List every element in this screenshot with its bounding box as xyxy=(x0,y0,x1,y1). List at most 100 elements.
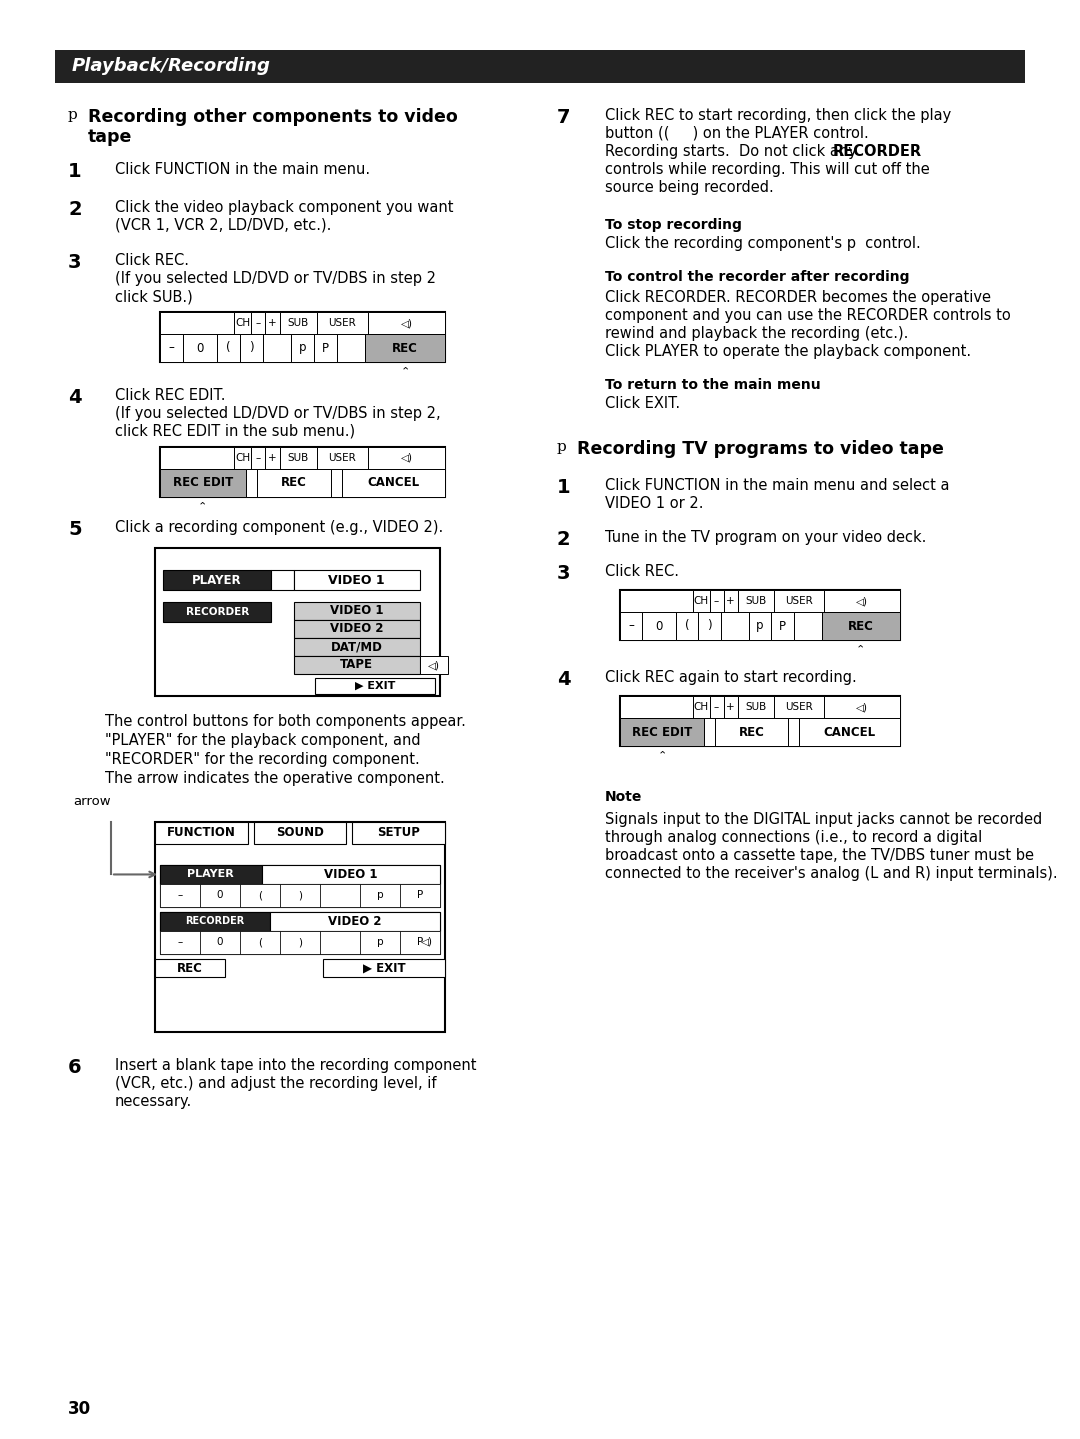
Text: CANCEL: CANCEL xyxy=(824,725,876,738)
Text: VIDEO 2: VIDEO 2 xyxy=(328,915,382,928)
Bar xyxy=(794,612,822,640)
Text: 1: 1 xyxy=(68,163,82,181)
Text: 4: 4 xyxy=(68,389,82,407)
Bar xyxy=(316,448,368,469)
Bar xyxy=(620,590,900,640)
Text: +: + xyxy=(268,318,276,328)
Text: through analog connections (i.e., to record a digital: through analog connections (i.e., to rec… xyxy=(605,830,982,845)
Text: Click a recording component (e.g., VIDEO 2).: Click a recording component (e.g., VIDEO… xyxy=(114,519,443,535)
Text: 0: 0 xyxy=(217,891,224,901)
Text: +: + xyxy=(726,596,734,606)
Text: PLAYER: PLAYER xyxy=(192,574,242,587)
Bar xyxy=(294,570,419,590)
Bar xyxy=(337,334,365,363)
Text: Insert a blank tape into the recording component: Insert a blank tape into the recording c… xyxy=(114,1058,476,1073)
Bar xyxy=(360,931,400,954)
Bar xyxy=(720,612,748,640)
Bar xyxy=(774,590,824,612)
Bar xyxy=(400,931,440,954)
Text: (VCR 1, VCR 2, LD/DVD, etc.).: (VCR 1, VCR 2, LD/DVD, etc.). xyxy=(114,217,332,233)
Text: SUB: SUB xyxy=(287,318,309,328)
Text: 6: 6 xyxy=(68,1058,82,1076)
Bar xyxy=(620,718,704,745)
Bar xyxy=(314,334,337,363)
Text: ⌃: ⌃ xyxy=(658,750,666,760)
Bar xyxy=(160,912,440,954)
Text: ⌃: ⌃ xyxy=(198,501,207,511)
Text: –: – xyxy=(177,891,183,901)
Bar xyxy=(240,334,262,363)
Bar xyxy=(360,884,400,907)
Bar xyxy=(280,884,320,907)
Text: click SUB.): click SUB.) xyxy=(114,289,192,304)
Text: source being recorded.: source being recorded. xyxy=(605,180,773,196)
Bar xyxy=(252,312,266,334)
Text: ): ) xyxy=(298,891,302,901)
Text: Click the recording component's p  control.: Click the recording component's p contro… xyxy=(605,236,921,250)
Text: p: p xyxy=(68,108,78,122)
Bar xyxy=(156,958,225,977)
Bar xyxy=(738,696,774,718)
Bar xyxy=(292,334,314,363)
Text: –: – xyxy=(714,596,719,606)
Bar xyxy=(620,590,692,612)
Bar xyxy=(788,718,799,745)
Text: CANCEL: CANCEL xyxy=(367,476,420,489)
Text: RECORDER: RECORDER xyxy=(186,917,245,927)
Bar xyxy=(280,448,316,469)
Bar xyxy=(748,612,771,640)
Bar xyxy=(799,718,900,745)
Bar xyxy=(234,448,252,469)
Text: –: – xyxy=(256,318,261,328)
Text: –: – xyxy=(714,702,719,712)
Bar xyxy=(316,312,368,334)
Text: VIDEO 1: VIDEO 1 xyxy=(324,868,378,881)
Bar xyxy=(156,822,445,1032)
Bar xyxy=(320,931,360,954)
Bar xyxy=(824,696,900,718)
Bar xyxy=(352,822,445,845)
Text: Click REC EDIT.: Click REC EDIT. xyxy=(114,389,226,403)
Bar xyxy=(160,469,245,496)
Bar xyxy=(262,334,292,363)
Text: click REC EDIT in the sub menu.): click REC EDIT in the sub menu.) xyxy=(114,425,355,439)
Bar xyxy=(160,865,440,907)
Text: p: p xyxy=(299,341,307,354)
Text: Signals input to the DIGITAL input jacks cannot be recorded: Signals input to the DIGITAL input jacks… xyxy=(605,812,1042,827)
Bar xyxy=(620,696,900,745)
Text: Recording starts.  Do not click any: Recording starts. Do not click any xyxy=(605,144,862,158)
Text: "PLAYER" for the playback component, and: "PLAYER" for the playback component, and xyxy=(105,732,420,748)
Text: P: P xyxy=(322,341,328,354)
Text: P: P xyxy=(779,620,786,633)
Text: VIDEO 1: VIDEO 1 xyxy=(330,604,383,617)
Text: PLAYER: PLAYER xyxy=(187,869,234,879)
Text: 0: 0 xyxy=(197,341,204,354)
Text: ⌃: ⌃ xyxy=(856,645,865,653)
Text: controls while recording. This will cut off the: controls while recording. This will cut … xyxy=(605,163,930,177)
Bar xyxy=(252,448,266,469)
Bar xyxy=(266,312,280,334)
Text: ): ) xyxy=(707,620,712,633)
Text: Note: Note xyxy=(605,790,643,804)
Text: (: ( xyxy=(685,620,689,633)
Bar xyxy=(200,931,240,954)
Bar xyxy=(266,448,280,469)
Text: (: ( xyxy=(258,937,262,947)
Text: +: + xyxy=(726,702,734,712)
Text: –: – xyxy=(168,341,174,354)
Text: CH: CH xyxy=(235,453,251,463)
Text: FUNCTION: FUNCTION xyxy=(167,826,235,839)
Bar xyxy=(710,590,724,612)
Text: (: ( xyxy=(226,341,231,354)
Bar xyxy=(254,822,347,845)
Text: REC: REC xyxy=(177,961,203,974)
Bar xyxy=(320,884,360,907)
Text: VIDEO 1 or 2.: VIDEO 1 or 2. xyxy=(605,496,703,511)
Bar xyxy=(822,612,900,640)
Text: "RECORDER" for the recording component.: "RECORDER" for the recording component. xyxy=(105,753,420,767)
Bar xyxy=(245,469,257,496)
Text: button ((     ) on the PLAYER control.: button (( ) on the PLAYER control. xyxy=(605,127,868,141)
Text: ◁): ◁) xyxy=(856,702,868,712)
Bar xyxy=(280,312,316,334)
Bar xyxy=(160,334,183,363)
